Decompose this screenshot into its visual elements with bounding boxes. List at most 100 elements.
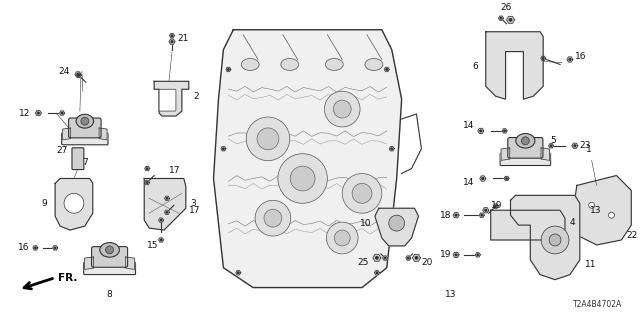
Circle shape	[415, 257, 418, 259]
Polygon shape	[75, 72, 81, 77]
Polygon shape	[125, 257, 134, 269]
Circle shape	[589, 202, 595, 208]
Circle shape	[543, 58, 544, 59]
Polygon shape	[486, 32, 543, 99]
Polygon shape	[567, 57, 573, 62]
Text: T2A4B4702A: T2A4B4702A	[573, 300, 622, 309]
Ellipse shape	[325, 59, 343, 70]
Circle shape	[237, 272, 239, 274]
Polygon shape	[55, 179, 93, 230]
Polygon shape	[63, 128, 70, 140]
Ellipse shape	[365, 59, 383, 70]
Polygon shape	[478, 128, 484, 133]
Text: 6: 6	[472, 62, 478, 71]
Text: 16: 16	[18, 244, 29, 252]
Text: 19: 19	[491, 201, 502, 210]
Circle shape	[550, 145, 552, 147]
Polygon shape	[501, 148, 510, 160]
Circle shape	[264, 209, 282, 227]
FancyBboxPatch shape	[92, 247, 127, 267]
Text: 16: 16	[575, 52, 586, 61]
Circle shape	[522, 137, 529, 145]
Polygon shape	[99, 128, 107, 140]
Text: 22: 22	[627, 230, 637, 239]
Circle shape	[166, 197, 168, 199]
Text: 7: 7	[82, 158, 88, 167]
Circle shape	[324, 91, 360, 127]
Polygon shape	[493, 204, 498, 208]
Circle shape	[408, 257, 409, 259]
Circle shape	[386, 69, 387, 70]
Circle shape	[477, 254, 479, 256]
Polygon shape	[236, 270, 241, 275]
Polygon shape	[374, 270, 380, 275]
Text: 27: 27	[56, 146, 68, 155]
Text: 13: 13	[445, 290, 456, 299]
Polygon shape	[144, 179, 186, 230]
Polygon shape	[145, 166, 150, 171]
Text: 24: 24	[59, 67, 70, 76]
Circle shape	[147, 182, 148, 183]
Circle shape	[569, 59, 571, 60]
Polygon shape	[453, 252, 459, 257]
Polygon shape	[214, 30, 402, 288]
Circle shape	[455, 254, 457, 256]
Circle shape	[485, 209, 486, 211]
Polygon shape	[169, 39, 175, 44]
Polygon shape	[159, 238, 164, 242]
Circle shape	[549, 234, 561, 246]
Text: 9: 9	[42, 199, 47, 208]
Polygon shape	[413, 254, 420, 261]
Text: 13: 13	[589, 206, 601, 215]
Polygon shape	[164, 210, 170, 214]
Circle shape	[54, 247, 56, 249]
Polygon shape	[60, 111, 65, 115]
Circle shape	[376, 272, 378, 274]
FancyBboxPatch shape	[72, 148, 84, 170]
Polygon shape	[506, 16, 515, 23]
Text: 21: 21	[177, 34, 188, 43]
Circle shape	[455, 214, 457, 216]
Circle shape	[509, 19, 512, 21]
Polygon shape	[479, 213, 484, 217]
Polygon shape	[541, 148, 550, 160]
Polygon shape	[373, 254, 381, 261]
Polygon shape	[154, 81, 189, 116]
Circle shape	[246, 117, 290, 161]
Polygon shape	[491, 210, 565, 240]
FancyBboxPatch shape	[500, 153, 550, 165]
Polygon shape	[483, 208, 489, 213]
Polygon shape	[389, 147, 394, 151]
FancyBboxPatch shape	[159, 89, 176, 111]
Text: 5: 5	[550, 136, 556, 145]
Text: 2: 2	[194, 92, 199, 101]
Circle shape	[257, 128, 279, 150]
Polygon shape	[572, 176, 631, 245]
Text: 23: 23	[580, 141, 591, 150]
Ellipse shape	[100, 243, 120, 257]
Text: 8: 8	[107, 290, 113, 299]
Text: 1: 1	[586, 145, 591, 154]
Polygon shape	[76, 73, 81, 77]
Polygon shape	[511, 195, 580, 280]
Circle shape	[500, 18, 502, 19]
Polygon shape	[572, 143, 578, 148]
Ellipse shape	[76, 114, 93, 128]
Circle shape	[334, 230, 350, 246]
Circle shape	[495, 205, 497, 207]
Circle shape	[342, 173, 382, 213]
Polygon shape	[221, 147, 226, 151]
Text: 3: 3	[191, 199, 196, 208]
Circle shape	[541, 226, 569, 254]
Circle shape	[352, 183, 372, 203]
Ellipse shape	[516, 133, 535, 148]
FancyBboxPatch shape	[68, 118, 101, 138]
Text: 26: 26	[500, 3, 511, 12]
Polygon shape	[35, 110, 42, 116]
Text: 17: 17	[169, 166, 180, 175]
Polygon shape	[170, 34, 175, 38]
Text: 17: 17	[189, 206, 200, 215]
Polygon shape	[384, 67, 389, 72]
Circle shape	[326, 222, 358, 254]
Text: 14: 14	[463, 122, 474, 131]
